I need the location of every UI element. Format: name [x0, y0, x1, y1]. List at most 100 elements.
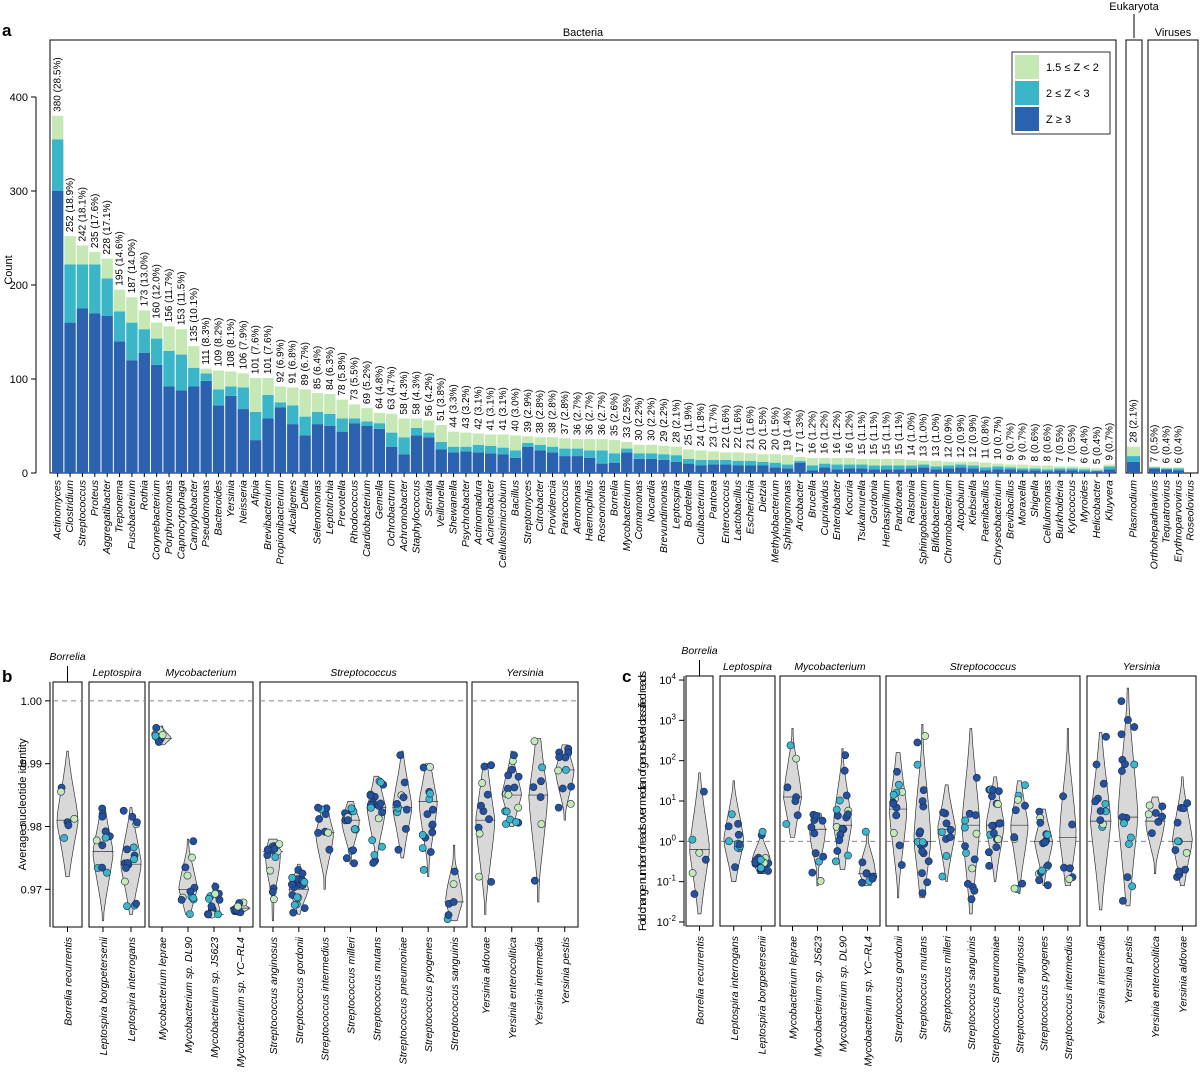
bar-segment-z3 — [150, 364, 163, 473]
bar-segment-z15 — [212, 370, 225, 390]
data-point — [793, 811, 802, 820]
bar-segment-z15 — [348, 404, 361, 419]
bar-segment-z15 — [101, 258, 113, 279]
category-label: Roseolovirus — [1185, 479, 1197, 540]
data-point — [151, 732, 160, 740]
bar-segment-z3 — [52, 191, 64, 473]
bar-value-label: 36 (2.7%) — [572, 392, 583, 435]
category-label: Delftia — [299, 480, 311, 510]
bar-value-label: 7 (0.5%) — [1055, 425, 1066, 463]
data-point — [349, 846, 357, 855]
bar-segment-z2 — [472, 444, 485, 453]
data-point — [972, 829, 981, 838]
bar-segment-z3 — [1017, 470, 1029, 473]
category-label: Afipia — [250, 480, 262, 507]
bar-value-label: 36 (2.7%) — [597, 392, 608, 435]
bar-value-label: 84 (6.3%) — [325, 347, 336, 390]
category-label: Mycobacterium — [621, 480, 633, 551]
bar-segment-z2 — [559, 448, 571, 457]
data-point — [731, 863, 739, 871]
category-label: Actinomyces — [52, 479, 64, 540]
y-tick-label-a: 200 — [10, 280, 28, 292]
bar-value-label: 9 (0.7%) — [1104, 423, 1115, 461]
bar-segment-z15 — [732, 452, 744, 461]
bar-segment-z3 — [1041, 471, 1054, 473]
data-point — [502, 807, 511, 816]
bar-segment-z2 — [1091, 470, 1103, 472]
bar-segment-z3 — [868, 469, 880, 473]
bar-segment-z15 — [1161, 467, 1172, 469]
species-label: Streptococcus intermedius — [1063, 935, 1075, 1059]
bar-segment-z2 — [1103, 466, 1115, 470]
bar-segment-z3 — [361, 426, 373, 473]
bar-segment-z15 — [930, 460, 942, 467]
bar-segment-z15 — [893, 458, 905, 466]
category-label: Actinomadura — [472, 480, 484, 546]
bar-segment-z2 — [930, 466, 942, 470]
genus-title: Mycobacterium — [794, 661, 865, 673]
bar-segment-z3 — [794, 462, 806, 473]
bar-value-label: 78 (5.8%) — [337, 352, 348, 395]
bar-value-label: 13 (1.0%) — [931, 413, 942, 456]
bar-segment-z2 — [1066, 468, 1078, 471]
data-point — [399, 793, 408, 802]
bar-segment-z3 — [64, 322, 76, 473]
data-point — [536, 793, 545, 801]
data-point — [1173, 818, 1182, 827]
data-point — [158, 731, 167, 739]
category-label: Brucella — [806, 480, 818, 518]
bar-segment-z2 — [410, 427, 423, 436]
data-point — [347, 804, 356, 813]
bar-segment-z2 — [868, 465, 880, 470]
bar-segment-z3 — [992, 469, 1004, 473]
data-point — [566, 800, 575, 808]
category-label: Leptotrichia — [324, 480, 336, 534]
species-label: Leptospira borgpetersenii — [98, 936, 110, 1055]
data-point — [735, 840, 744, 849]
category-label: Treponema — [114, 480, 126, 533]
species-label: Mycobacterium sp. YC–RL4 — [863, 936, 875, 1067]
violin-shape — [56, 750, 79, 878]
data-point — [300, 878, 309, 886]
bar-value-label: 42 (3.1%) — [473, 386, 484, 429]
bar-segment-z15 — [720, 452, 732, 460]
violin-shape — [528, 738, 549, 903]
bar-segment-z15 — [435, 425, 447, 442]
bar-segment-z3 — [324, 426, 336, 473]
y-tick-label-a: 100 — [10, 374, 28, 386]
species-label: Streptococcus intermedius — [320, 936, 332, 1060]
category-label: Atopobium — [955, 480, 967, 531]
data-point — [288, 873, 297, 882]
data-point — [185, 910, 194, 918]
bar-segment-z15 — [522, 436, 534, 443]
data-point — [508, 765, 516, 774]
bar-segment-z2 — [336, 418, 348, 432]
bar-segment-z2 — [76, 264, 89, 309]
legend-a: 1.5 ≤ Z < 2 2 ≤ Z < 3 Z ≥ 3 — [1011, 51, 1111, 135]
bar-value-label: 44 (3.3%) — [449, 384, 460, 427]
data-point — [396, 751, 405, 759]
y-tick-label-c: 102 — [659, 753, 676, 768]
bar-segment-z2 — [200, 373, 212, 381]
bar-segment-z15 — [769, 454, 781, 463]
data-point — [970, 855, 979, 864]
data-point — [758, 827, 767, 836]
bar-value-label: 69 (5.2%) — [362, 361, 373, 404]
bar-value-label: 101 (7.6%) — [263, 325, 274, 374]
data-point — [342, 854, 351, 863]
category-label: Staphylococcus — [410, 479, 422, 553]
data-point — [835, 836, 844, 845]
data-point — [764, 867, 772, 875]
category-label: Paenibacillus — [980, 479, 992, 542]
bar-segment-z3 — [76, 308, 89, 473]
genus-frame-mycobacterium — [148, 681, 254, 928]
bar-segment-z15 — [1017, 464, 1029, 469]
bar-segment-z2 — [584, 450, 596, 458]
data-point — [121, 877, 129, 886]
bar-segment-z15 — [992, 463, 1004, 467]
bar-value-label: 16 (1.2%) — [845, 411, 856, 454]
category-label: Bacteroides — [213, 479, 225, 535]
species-label: Streptococcus mutans — [371, 936, 383, 1041]
data-point — [428, 820, 437, 829]
bar-segment-z3 — [596, 463, 608, 473]
